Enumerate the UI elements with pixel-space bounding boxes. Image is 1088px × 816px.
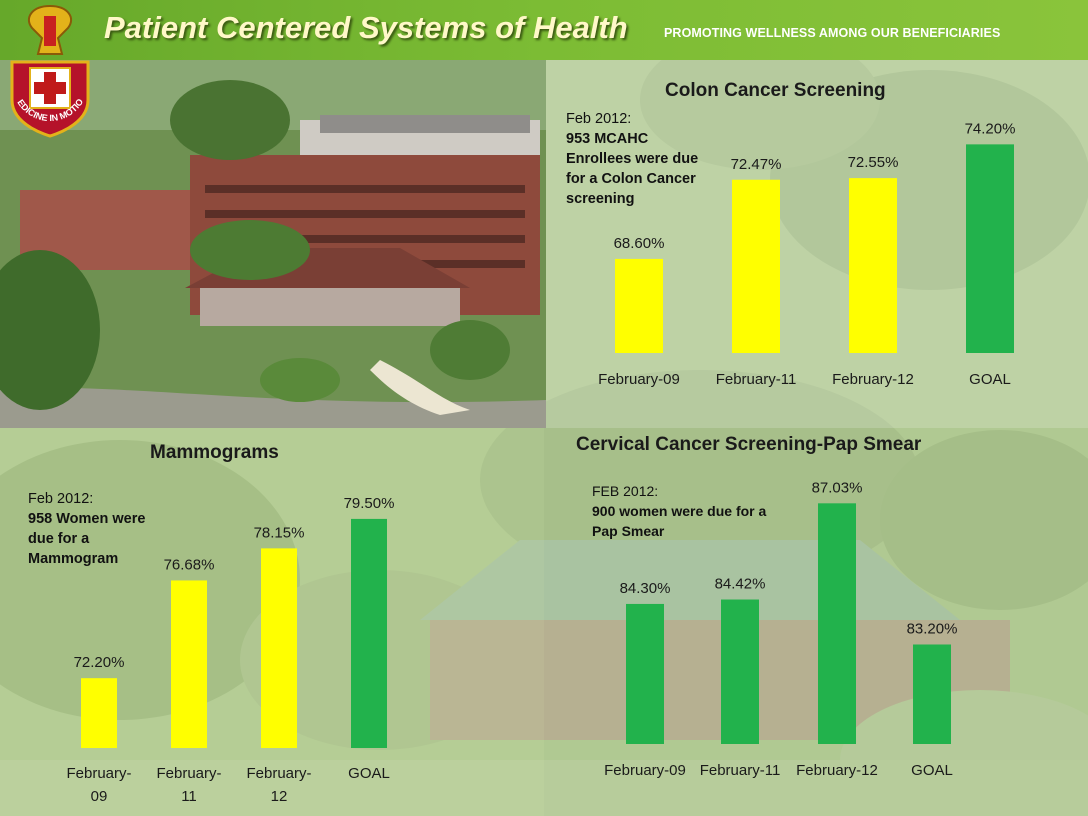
cervical-data-label-3: 87.03% xyxy=(812,479,863,496)
colon-bar-1 xyxy=(615,258,663,353)
mammo-data-label-1: 72.20% xyxy=(74,654,125,671)
colon-bar-3 xyxy=(849,178,897,353)
cervical-tick-label-2: February-11 xyxy=(700,762,781,779)
cervical-bar-4 xyxy=(913,644,951,744)
cervical-bar-2 xyxy=(721,599,759,744)
mammo-data-label-3: 78.15% xyxy=(254,524,305,541)
mammo-data-label-2: 76.68% xyxy=(164,556,215,573)
cervical-tick-label-4: GOAL xyxy=(911,762,953,779)
mammo-tick-label-4: GOAL xyxy=(348,765,390,782)
colon-data-label-1: 68.60% xyxy=(614,235,665,252)
cervical-data-label-2: 84.42% xyxy=(715,576,766,593)
mammo-bar-4 xyxy=(351,518,387,748)
cervical-bar-3 xyxy=(818,503,856,744)
mammogram-chart-title: Mammograms xyxy=(150,442,279,463)
mammo-bar-3 xyxy=(261,548,297,748)
hospital-photo xyxy=(0,60,546,428)
colon-data-label-2: 72.47% xyxy=(731,156,782,173)
mammogram-note: Feb 2012: 958 Women were due for a Mammo… xyxy=(28,489,158,569)
header-band xyxy=(0,0,1088,60)
mammo-tick-label-3: February-12 xyxy=(246,765,311,805)
colon-note-date: Feb 2012: xyxy=(566,111,632,127)
page-tagline: PROMOTING WELLNESS AMONG OUR BENEFICIARI… xyxy=(664,26,1001,40)
cervical-chart-title: Cervical Cancer Screening-Pap Smear xyxy=(576,434,922,455)
colon-note: Feb 2012: 953 MCAHC Enrollees were due f… xyxy=(566,109,716,209)
cervical-note: FEB 2012: 900 women were due for a Pap S… xyxy=(592,481,772,541)
colon-bar-2 xyxy=(732,179,780,353)
colon-note-body: 953 MCAHC Enrollees were due for a Colon… xyxy=(566,131,699,207)
colon-tick-label-4: GOAL xyxy=(969,371,1011,388)
mammogram-note-body: 958 Women were due for a Mammogram xyxy=(28,511,146,567)
mammo-tick-label-2: February-11 xyxy=(156,765,221,805)
cervical-note-body: 900 women were due for a Pap Smear xyxy=(592,503,767,539)
colon-chart-title: Colon Cancer Screening xyxy=(665,80,886,101)
colon-data-label-3: 72.55% xyxy=(848,154,899,171)
colon-bar-4 xyxy=(966,144,1014,353)
cervical-note-date: FEB 2012: xyxy=(592,483,659,499)
mammogram-note-date: Feb 2012: xyxy=(28,491,94,507)
mammo-bar-2 xyxy=(171,580,207,748)
medicine-in-motion-logo: MEDICINE IN MOTION xyxy=(2,2,90,138)
colon-tick-label-3: February-12 xyxy=(832,371,914,388)
mammo-bar-1 xyxy=(81,678,117,748)
mammo-tick-label-1: February-09 xyxy=(66,765,131,805)
cervical-bar-1 xyxy=(626,603,664,744)
mammo-data-label-4: 79.50% xyxy=(344,495,395,512)
cervical-data-label-1: 84.30% xyxy=(620,580,671,597)
cervical-tick-label-3: February-12 xyxy=(796,762,878,779)
page-title: Patient Centered Systems of Health xyxy=(104,10,628,45)
colon-data-label-4: 74.20% xyxy=(965,120,1016,137)
colon-tick-label-1: February-09 xyxy=(598,371,680,388)
cervical-tick-label-1: February-09 xyxy=(604,762,686,779)
colon-tick-label-2: February-11 xyxy=(716,371,797,388)
cervical-data-label-4: 83.20% xyxy=(907,620,958,637)
